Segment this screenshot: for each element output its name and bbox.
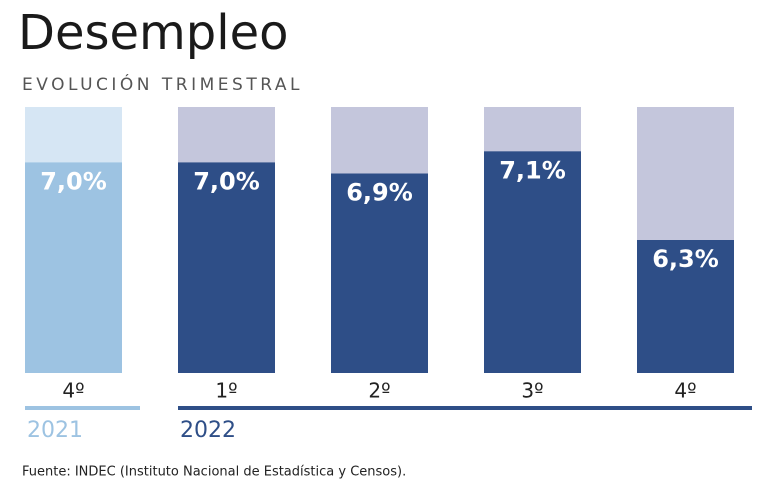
x-tick-label: 4º [674,379,696,403]
chart-title: Desempleo [18,5,289,61]
chart-subtitle: EVOLUCIÓN TRIMESTRAL [22,73,303,95]
source: Fuente: INDEC (Instituto Nacional de Est… [22,465,406,480]
group-label: 2021 [27,418,83,443]
value-label: 7,0% [193,167,260,195]
bar [484,151,581,373]
x-tick-label: 4º [62,379,84,403]
value-label: 7,0% [40,167,107,195]
bar [637,240,734,373]
x-tick-label: 3º [521,379,543,403]
x-tick-label: 2º [368,379,390,403]
bar [25,162,122,373]
x-tick-label: 1º [215,379,237,403]
bar [178,162,275,373]
group-label: 2022 [180,418,236,443]
bar [331,173,428,373]
value-label: 6,3% [652,245,719,273]
value-label: 7,1% [499,156,566,184]
value-label: 6,9% [346,179,413,207]
